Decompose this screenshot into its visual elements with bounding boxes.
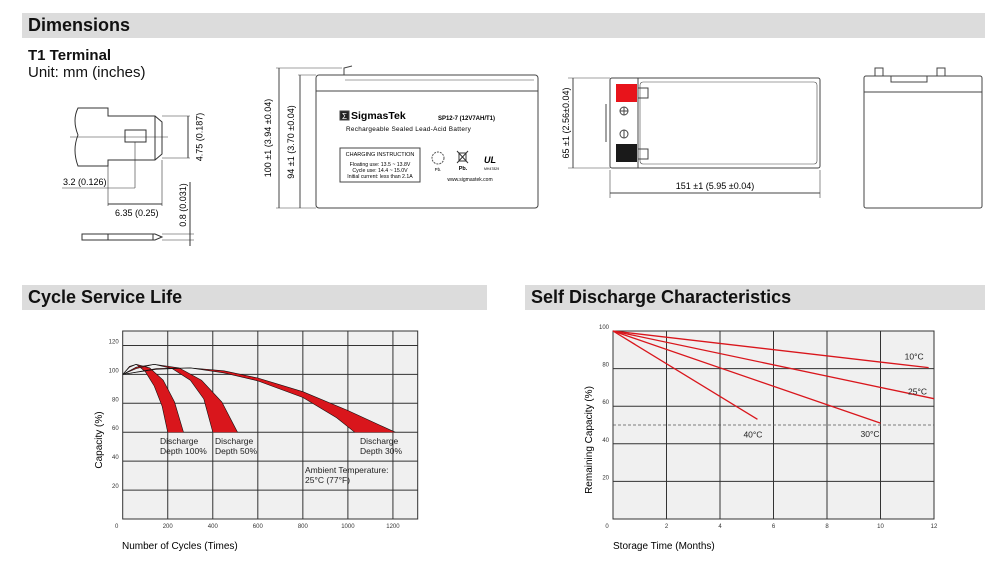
positive-terminal [616, 84, 637, 102]
y-tick-label: 80 [112, 397, 119, 403]
y-tick-label: 80 [602, 363, 609, 369]
crossed-bin-icon [456, 150, 469, 164]
band-lower-curve [122, 363, 168, 433]
self-discharge-header: Self Discharge Characteristics [525, 285, 985, 310]
y-tick-label: 20 [602, 475, 609, 481]
series-label: Depth 100% [160, 446, 207, 456]
x-tick-label: 12 [931, 524, 938, 530]
battery-description: Rechargeable Sealed Lead-Acid Battery [346, 126, 472, 133]
x-tick-label: 200 [163, 524, 174, 530]
width-label: 65 ±1 (2.56±0.04) [561, 88, 571, 159]
cycle-life-chart: 0 200 400 600 800 1000 1200 20 40 60 80 100 120 Numbe… [94, 330, 419, 552]
charging-line: Floating use: 13.5 ~ 13.8V [350, 162, 411, 168]
series-label: Discharge [360, 436, 399, 446]
series-label: 25°C [908, 387, 927, 397]
website: www.sigmastek.com [447, 177, 492, 183]
ul-cert-icon: UL [484, 155, 496, 165]
capacity-band-1 [122, 364, 184, 433]
unit-label: Unit: mm (inches) [28, 64, 146, 81]
series-label: Depth 50% [215, 446, 257, 456]
brand-name: SigmasTek [351, 110, 406, 122]
x-tick-label: 2 [665, 524, 669, 530]
x-tick-label: 0 [115, 524, 119, 530]
series-label: Discharge [160, 436, 199, 446]
y-tick-label: 100 [109, 368, 120, 374]
y-tick-label: 40 [602, 438, 609, 444]
band-upper-curve [122, 367, 396, 433]
series-label: 10°C [905, 352, 924, 362]
x-tick-label: 1200 [386, 524, 400, 530]
discharge-line [612, 330, 758, 420]
series-label: Discharge [215, 436, 254, 446]
negative-terminal [616, 144, 637, 162]
cert-number: MH47829 [484, 167, 499, 171]
y-axis-label: Remaining Capacity (%) [584, 386, 595, 494]
band-upper-curve [122, 363, 184, 433]
terminal-offset-label: 3.2 (0.126) [63, 177, 107, 187]
x-tick-label: 400 [208, 524, 219, 530]
x-axis-label: Storage Time (Months) [613, 541, 715, 552]
length-label: 151 ±1 (5.95 ±0.04) [676, 181, 754, 191]
x-axis-label: Number of Cycles (Times) [122, 541, 238, 552]
self-discharge-chart: 0 2 4 6 8 10 12 20 40 60 80 100 Storage Time (Months… [584, 325, 938, 552]
series-label: 30°C [861, 429, 880, 439]
discharge-line [612, 330, 929, 369]
charging-title: CHARGING INSTRUCTION [346, 152, 415, 158]
terminal-title: T1 Terminal [28, 47, 112, 64]
model-label: SP12-7 (12V7AH/T1) [438, 116, 495, 122]
y-tick-label: 60 [112, 426, 119, 432]
battery-front-view [276, 65, 539, 209]
ambient-annotation: Ambient Temperature: [305, 465, 388, 475]
x-tick-label: 4 [718, 524, 722, 530]
x-tick-label: 10 [877, 524, 884, 530]
charging-line: Initial current: less than 2.1A [347, 174, 413, 180]
x-tick-label: 800 [298, 524, 309, 530]
charging-line: Cycle use: 14.4 ~ 15.0V [352, 168, 408, 174]
x-tick-label: 1000 [341, 524, 355, 530]
bin-text: Pb. [459, 166, 468, 172]
x-tick-label: 600 [253, 524, 264, 530]
case-height-label: 94 ±1 (3.70 ±0.04) [286, 105, 296, 178]
terminal-thickness-label: 0.8 (0.031) [178, 183, 188, 227]
terminal-drawing [62, 107, 194, 246]
y-tick-label: 120 [109, 339, 120, 345]
series-label: Depth 30% [360, 446, 402, 456]
brand-logo-mark: Σ [342, 112, 347, 121]
band-lower-curve [122, 367, 355, 433]
recycle-icon [431, 151, 445, 165]
y-tick-label: 100 [599, 325, 610, 331]
dimensions-header: Dimensions [22, 13, 985, 38]
recycle-text: Pb. [435, 167, 442, 172]
cycle-life-header: Cycle Service Life [22, 285, 487, 310]
capacity-band-2 [122, 364, 238, 433]
discharge-line [612, 330, 935, 400]
x-tick-label: 6 [772, 524, 776, 530]
battery-side-view [863, 67, 983, 209]
y-tick-label: 20 [112, 484, 119, 490]
x-tick-label: 0 [605, 524, 609, 530]
ambient-annotation: 25°C (77°F) [305, 475, 350, 485]
y-tick-label: 40 [112, 455, 119, 461]
battery-top-view [568, 77, 821, 198]
terminal-height-label: 4.75 (0.187) [194, 113, 204, 162]
discharge-line [612, 330, 881, 424]
terminal-width-label: 6.35 (0.25) [115, 208, 159, 218]
y-axis-label: Capacity (%) [94, 411, 105, 468]
total-height-label: 100 ±1 (3.94 ±0.04) [263, 99, 273, 177]
dimension-drawings: 4.75 (0.187) 3.2 (0.126) 6.35 (0.25) 0.8… [62, 65, 983, 246]
series-label: 40°C [743, 429, 762, 439]
capacity-band-3 [122, 367, 396, 433]
y-tick-label: 60 [602, 400, 609, 406]
x-tick-label: 8 [825, 524, 829, 530]
